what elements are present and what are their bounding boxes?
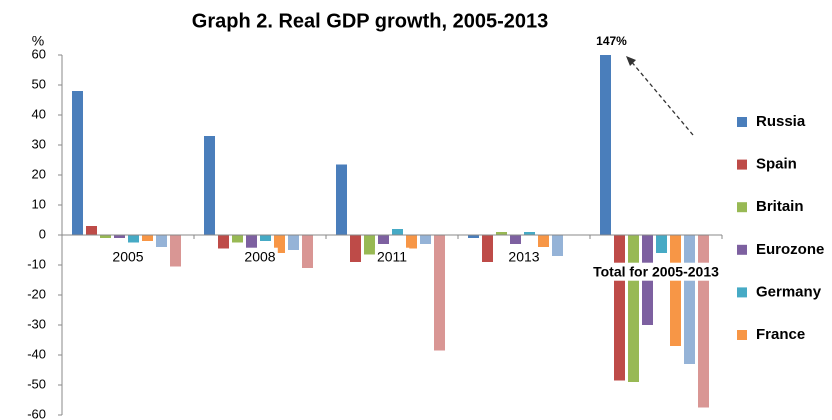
y-tick-label: -40 xyxy=(27,346,46,361)
y-tick-label: 20 xyxy=(32,166,46,181)
label-background xyxy=(591,262,722,281)
legend-label: Eurozone xyxy=(756,241,824,258)
bar xyxy=(698,235,709,408)
bar xyxy=(434,235,445,351)
bar xyxy=(614,235,625,381)
y-tick-label: 0 xyxy=(39,226,46,241)
label-background xyxy=(374,247,410,266)
label-background xyxy=(242,247,278,266)
y-tick-label: 30 xyxy=(32,136,46,151)
bar xyxy=(86,226,97,235)
legend-label: Germany xyxy=(756,283,822,300)
legend-label: France xyxy=(756,326,805,343)
x-tick-label: 2008 xyxy=(244,249,275,265)
y-tick-label: 10 xyxy=(32,196,46,211)
bar xyxy=(288,235,299,250)
y-tick-label: 50 xyxy=(32,76,46,91)
annotation-arrow xyxy=(629,59,694,136)
bar xyxy=(156,235,167,247)
y-tick-label: -20 xyxy=(27,286,46,301)
bar xyxy=(538,235,549,247)
bar xyxy=(274,235,285,253)
bar xyxy=(204,136,215,235)
bar xyxy=(128,235,139,243)
bar xyxy=(364,235,375,255)
bar xyxy=(232,235,243,243)
bar xyxy=(510,235,521,244)
legend-label: Russia xyxy=(756,113,806,130)
bar xyxy=(552,235,563,256)
label-background xyxy=(110,247,146,266)
bar xyxy=(302,235,313,268)
x-tick-label: 2013 xyxy=(508,249,539,265)
bar xyxy=(468,235,479,238)
x-tick-label: Total for 2005-2013 xyxy=(593,264,719,280)
y-tick-label: -50 xyxy=(27,376,46,391)
legend-label: Spain xyxy=(756,156,797,173)
bar xyxy=(378,235,389,244)
bar xyxy=(524,232,535,235)
bar xyxy=(684,235,695,364)
y-tick-label: 40 xyxy=(32,106,46,121)
bar xyxy=(170,235,181,267)
bar xyxy=(496,232,507,235)
bars xyxy=(72,55,709,408)
bar xyxy=(670,235,681,346)
y-tick-label: -10 xyxy=(27,256,46,271)
bar xyxy=(600,55,611,235)
bar xyxy=(392,229,403,235)
legend-swatch xyxy=(737,159,747,170)
bar xyxy=(218,235,229,249)
legend-swatch xyxy=(737,117,747,127)
bar xyxy=(420,235,431,244)
bar xyxy=(628,235,639,382)
label-background xyxy=(506,247,542,266)
legend-swatch xyxy=(737,287,747,298)
data-label: 147% xyxy=(596,34,627,48)
bar xyxy=(100,235,111,238)
bar xyxy=(142,235,153,241)
y-axis-label: % xyxy=(32,33,44,49)
x-tick-label: 2011 xyxy=(377,249,407,265)
bar xyxy=(114,235,125,238)
arrow-head xyxy=(626,56,636,66)
chart-title: Graph 2. Real GDP growth, 2005-2013 xyxy=(192,10,548,32)
bar xyxy=(656,235,667,253)
y-tick-label: 60 xyxy=(32,46,46,61)
y-tick-label: -30 xyxy=(27,316,46,331)
bar xyxy=(406,235,417,249)
legend-swatch xyxy=(737,330,747,340)
legend-swatch xyxy=(737,202,747,213)
bar xyxy=(336,164,347,235)
legend-swatch xyxy=(737,244,747,255)
x-tick-label: 2005 xyxy=(112,249,143,265)
bar xyxy=(260,235,271,241)
bar xyxy=(72,91,83,235)
bar xyxy=(246,235,257,250)
bar xyxy=(350,235,361,262)
bar xyxy=(482,235,493,262)
y-tick-label: -60 xyxy=(27,406,46,420)
legend-label: Britain xyxy=(756,198,804,215)
